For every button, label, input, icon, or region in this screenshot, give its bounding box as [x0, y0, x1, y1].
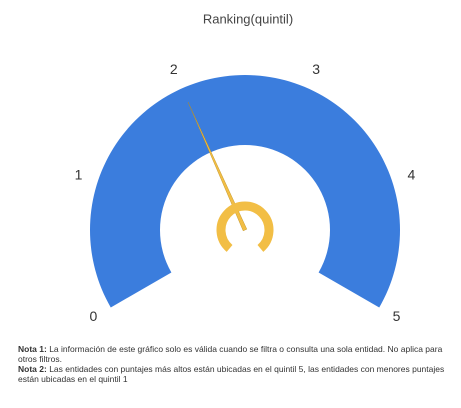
note-label: Nota 2:	[18, 364, 47, 374]
chart-title: Ranking(quintil)	[203, 11, 293, 26]
note: Nota 2: Las entidades con puntajes más a…	[18, 364, 448, 384]
note-text: Las entidades con puntajes más altos est…	[18, 364, 445, 384]
needle	[187, 102, 248, 232]
tick-label: 4	[408, 167, 416, 183]
note: Nota 1: La información de este gráfico s…	[18, 344, 448, 364]
chart: Ranking(quintil) 0 1 2 3 4 5	[75, 11, 416, 324]
tick-label: 0	[90, 308, 98, 324]
tick-label: 1	[75, 167, 83, 183]
tick-label: 2	[170, 61, 178, 77]
notes: Nota 1: La información de este gráfico s…	[18, 344, 448, 384]
gauge-band	[89, 75, 400, 308]
note-text: La información de este gráfico solo es v…	[18, 344, 443, 364]
note-label: Nota 1:	[18, 344, 47, 354]
tick-label: 5	[393, 308, 401, 324]
needle-hub	[216, 201, 274, 252]
tick-label: 3	[312, 61, 320, 77]
